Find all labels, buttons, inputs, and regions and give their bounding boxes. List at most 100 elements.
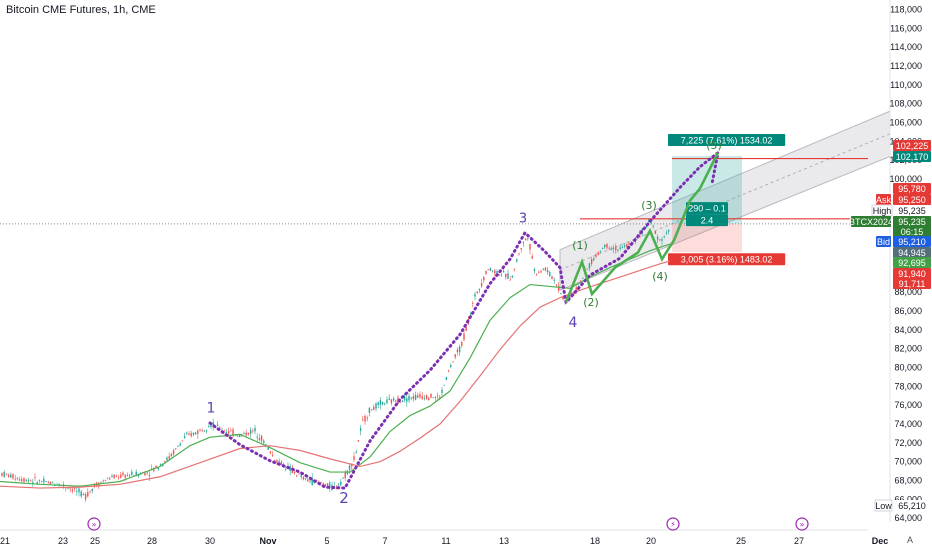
side-label-bg <box>874 499 893 512</box>
candle-body <box>5 473 8 475</box>
candle-body <box>516 259 518 262</box>
candle-body <box>599 250 602 252</box>
candle-body <box>40 481 43 483</box>
price-tag-text: 95,210 <box>898 237 926 247</box>
candle-body <box>315 479 318 481</box>
chart-series <box>0 148 721 502</box>
candle-body <box>115 476 118 477</box>
candle-body <box>659 239 661 241</box>
candle-body <box>540 271 542 273</box>
target-label: 7,225 (7.61%) 1534.02 <box>668 133 786 146</box>
candle-body <box>423 397 426 399</box>
candle-body <box>656 236 659 240</box>
x-tick-label: 25 <box>736 536 746 546</box>
event-markers: » ⚡ » <box>87 517 809 531</box>
candle-body <box>51 482 54 484</box>
side-label: Ask <box>876 194 891 205</box>
candle-body <box>395 400 397 402</box>
candle-body <box>590 259 593 264</box>
candle-body <box>84 494 87 500</box>
auto-scale-button[interactable]: A <box>907 535 914 545</box>
candle-body <box>260 435 263 442</box>
y-tick-label: 112,000 <box>890 61 922 71</box>
candle-body <box>408 395 410 401</box>
candle-body <box>168 456 170 459</box>
candle-body <box>47 481 49 483</box>
candle-body <box>593 258 595 261</box>
candle-body <box>269 451 272 454</box>
candle-body <box>12 474 14 479</box>
candle-body <box>469 313 472 315</box>
event-icon-oct-25-glyph: » <box>92 520 97 529</box>
candle-body <box>524 238 527 241</box>
candle-body <box>665 232 668 234</box>
candle-body <box>428 397 430 401</box>
candle-body <box>232 429 234 437</box>
candle-body <box>104 480 107 482</box>
y-tick-label: 106,000 <box>889 117 922 127</box>
candle-body <box>381 402 384 405</box>
candle-body <box>36 482 38 484</box>
candle-body <box>351 463 353 467</box>
candle-body <box>144 472 146 476</box>
candle-body <box>32 482 34 484</box>
price-tag-bg <box>893 278 931 289</box>
candle-body <box>135 471 137 475</box>
candle-body <box>340 481 342 486</box>
candle-body <box>155 465 157 468</box>
candle-body <box>194 432 197 435</box>
wave-label: (1) <box>572 239 588 252</box>
candle-body <box>458 346 461 353</box>
candle-body <box>551 276 553 280</box>
candle-body <box>186 432 188 434</box>
candle-body <box>102 480 104 482</box>
candle-body <box>476 291 478 293</box>
candle-body <box>648 219 650 222</box>
candle-body <box>617 249 619 251</box>
candle-body <box>645 226 648 228</box>
wave-label: 4 <box>569 315 578 331</box>
candle-body <box>27 480 30 482</box>
candle-body <box>509 279 511 281</box>
target-label-text: 7,225 (7.61%) 1534.02 <box>681 135 773 145</box>
x-tick-label: 13 <box>499 536 509 546</box>
price-tag-bg <box>893 236 931 247</box>
candle-body <box>654 231 657 234</box>
candle-body <box>529 243 531 250</box>
candle-body <box>463 333 465 340</box>
candle-body <box>377 402 379 406</box>
candle-body <box>320 482 322 483</box>
candle-body <box>535 274 538 276</box>
candle-body <box>304 478 307 480</box>
price-tag: 95,780 <box>893 183 931 194</box>
candle-body <box>498 274 500 276</box>
candlesticks <box>1 219 670 502</box>
stop-label-bg <box>668 253 786 266</box>
loss-zone <box>672 223 742 253</box>
candle-body <box>309 480 311 482</box>
candle-body <box>192 432 195 435</box>
event-icon-nov-27[interactable]: » <box>795 517 809 531</box>
candle-body <box>179 443 181 446</box>
price-tag-text: 102,170 <box>896 152 929 162</box>
candle-body <box>595 254 597 257</box>
candle-body <box>456 349 459 353</box>
price-tag-bg <box>893 268 931 279</box>
candle-body <box>7 474 10 477</box>
price-tag-bg <box>893 151 931 162</box>
candle-body <box>146 472 148 474</box>
candle-body <box>205 430 208 432</box>
lightning-icon-nov-21[interactable]: ⚡ <box>666 517 680 531</box>
event-icon-oct-25[interactable]: » <box>87 517 101 531</box>
price-tag-bg <box>893 226 931 237</box>
side-label-bg <box>851 216 891 227</box>
candle-body <box>73 487 76 489</box>
candle-body <box>518 253 520 255</box>
candle-body <box>419 394 421 398</box>
x-tick-label: 20 <box>646 536 656 546</box>
wave-label: 3 <box>519 211 527 226</box>
candle-body <box>307 479 309 482</box>
candle-body <box>619 247 621 249</box>
candle-body <box>661 239 663 241</box>
